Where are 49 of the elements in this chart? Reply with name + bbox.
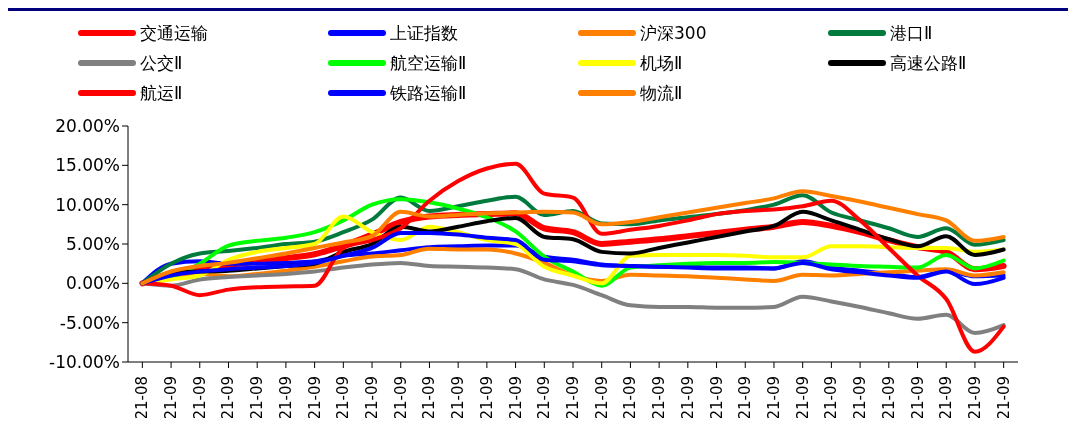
x-tick-label: 21-09 bbox=[420, 376, 439, 420]
legend-label: 机场Ⅱ bbox=[640, 51, 683, 75]
x-tick-label: 21-09 bbox=[334, 376, 353, 420]
legend-label: 公交Ⅱ bbox=[140, 51, 183, 75]
y-tick-label: 0.00% bbox=[65, 273, 120, 294]
y-tick-label: 5.00% bbox=[65, 234, 120, 255]
legend-label: 物流Ⅱ bbox=[640, 81, 683, 105]
x-tick-label: 21-09 bbox=[822, 376, 841, 420]
x-tick-label: 21-09 bbox=[707, 376, 726, 420]
x-tick-label: 21-09 bbox=[190, 376, 209, 420]
legend-label: 交通运输 bbox=[140, 21, 208, 45]
x-tick-label: 21-09 bbox=[650, 376, 669, 420]
legend-label: 上证指数 bbox=[390, 21, 458, 45]
x-tick-label: 21-09 bbox=[793, 376, 812, 420]
x-tick-label: 21-09 bbox=[851, 376, 870, 420]
x-tick-label: 21-09 bbox=[736, 376, 755, 420]
x-tick-label: 21-09 bbox=[621, 376, 640, 420]
y-tick-label: 15.00% bbox=[55, 155, 120, 176]
legend-label: 沪深300 bbox=[640, 21, 707, 45]
x-tick-label: 21-09 bbox=[391, 376, 410, 420]
x-tick-label: 21-09 bbox=[908, 376, 927, 420]
x-tick-label: 21-09 bbox=[764, 376, 783, 420]
x-tick-label: 21-09 bbox=[506, 376, 525, 420]
y-tick-label: 10.00% bbox=[55, 194, 120, 215]
x-tick-label: 21-09 bbox=[305, 376, 324, 420]
x-tick-label: 21-09 bbox=[219, 376, 238, 420]
legend-label: 航空运输Ⅱ bbox=[390, 51, 467, 75]
x-tick-label: 21-09 bbox=[162, 376, 181, 420]
legend-label: 航运Ⅱ bbox=[140, 81, 183, 105]
y-tick-label: -10.00% bbox=[49, 352, 120, 373]
x-tick-label: 21-09 bbox=[678, 376, 697, 420]
y-tick-label: 20.00% bbox=[55, 116, 120, 137]
y-tick-label: -5.00% bbox=[59, 312, 120, 333]
x-tick-label: 21-09 bbox=[363, 376, 382, 420]
x-tick-label: 21-09 bbox=[965, 376, 984, 420]
x-tick-label: 21-09 bbox=[248, 376, 267, 420]
legend-label: 港口Ⅱ bbox=[890, 21, 933, 45]
x-tick-label: 21-08 bbox=[133, 376, 152, 420]
legend-label: 铁路运输Ⅱ bbox=[390, 81, 467, 105]
x-tick-label: 21-09 bbox=[879, 376, 898, 420]
x-tick-label: 21-09 bbox=[477, 376, 496, 420]
x-tick-label: 21-09 bbox=[592, 376, 611, 420]
x-tick-label: 21-09 bbox=[276, 376, 295, 420]
x-tick-label: 21-09 bbox=[564, 376, 582, 420]
x-tick-label: 21-09 bbox=[449, 376, 468, 420]
x-tick-label: 21-09 bbox=[937, 376, 956, 420]
legend-label: 高速公路Ⅱ bbox=[890, 51, 967, 75]
x-tick-label: 21-09 bbox=[535, 376, 554, 420]
x-tick-label: 21-09 bbox=[994, 376, 1013, 420]
